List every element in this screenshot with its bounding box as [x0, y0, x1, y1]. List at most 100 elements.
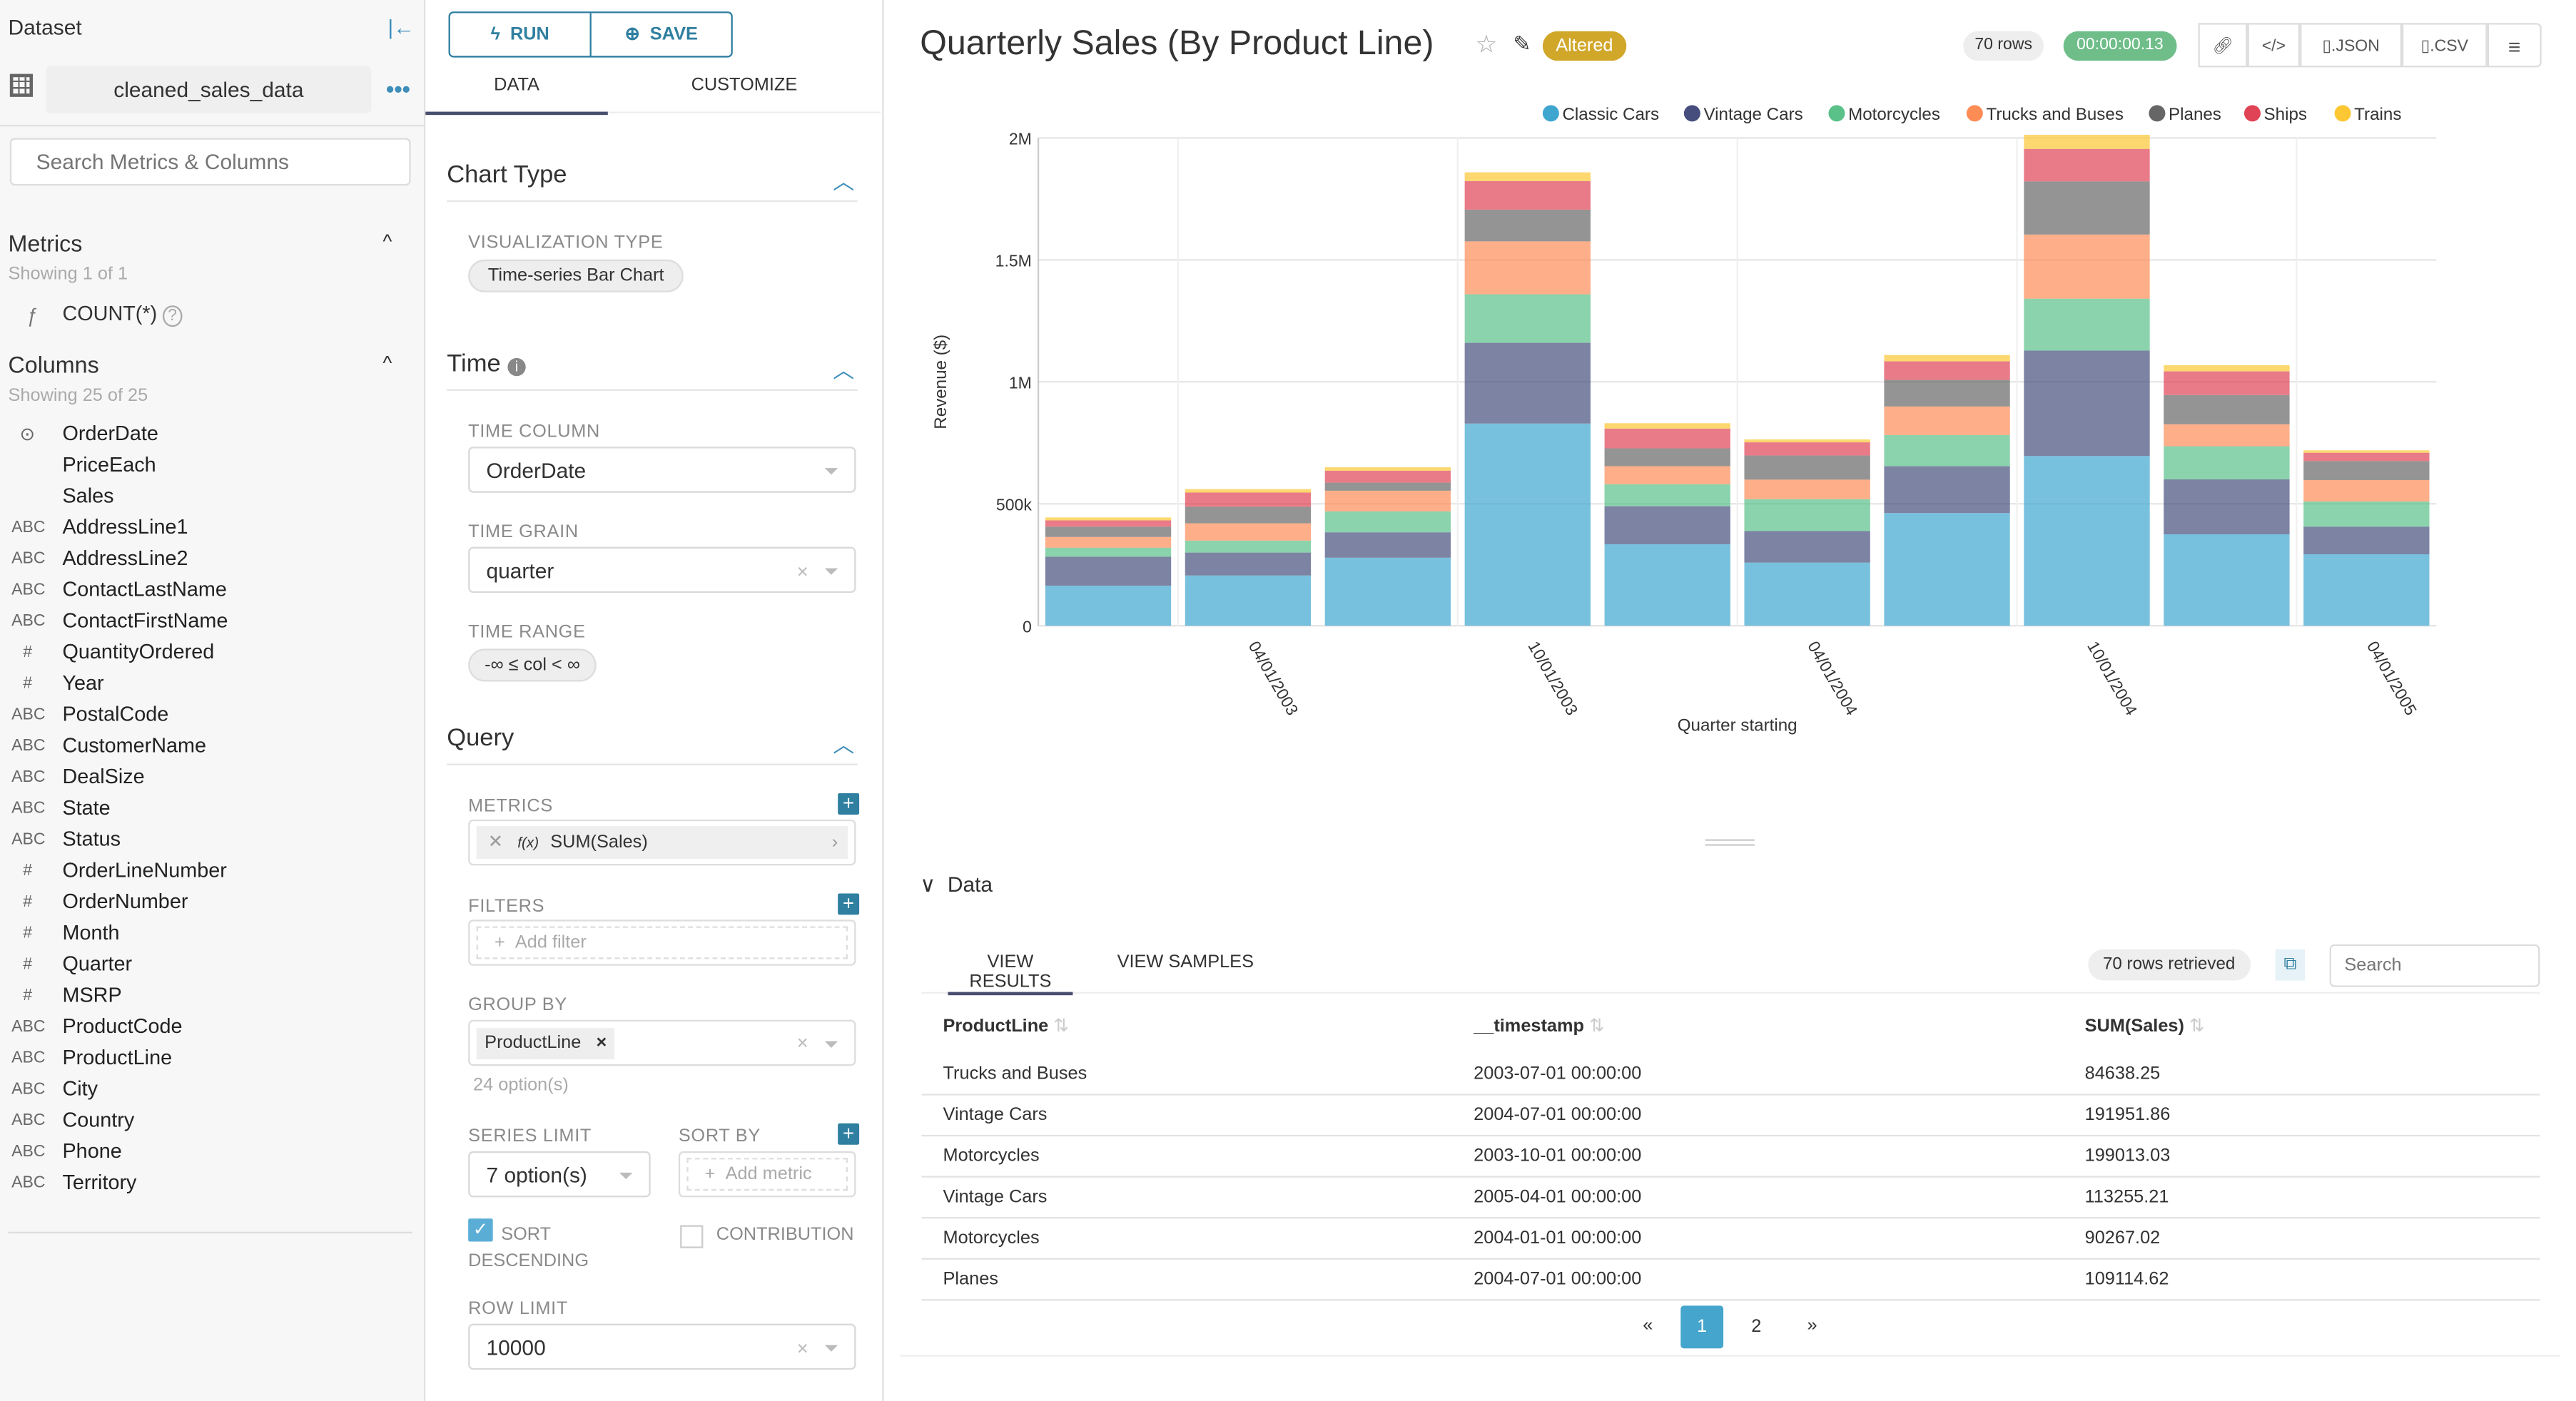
- clear-icon[interactable]: ×: [796, 560, 808, 584]
- altered-badge[interactable]: Altered: [1542, 31, 1626, 61]
- results-search-input[interactable]: [2329, 944, 2540, 987]
- column-item[interactable]: ABC AddressLine1: [0, 514, 424, 546]
- chevron-up-icon: ︿: [833, 357, 855, 383]
- save-button[interactable]: ⊕ SAVE: [624, 24, 698, 45]
- dataset-name[interactable]: cleaned_sales_data: [46, 66, 372, 113]
- add-filter-plus-button[interactable]: +: [838, 892, 860, 915]
- column-item[interactable]: ABC ProductCode: [0, 1014, 424, 1045]
- column-header-timestamp[interactable]: __timestamp ⇅: [1474, 1017, 1605, 1036]
- search-metrics-columns-input[interactable]: [9, 138, 411, 186]
- columns-collapse-icon[interactable]: ^: [382, 351, 392, 375]
- data-section-toggle[interactable]: ∨ Data: [920, 872, 993, 897]
- contribution-checkbox[interactable]: [680, 1225, 704, 1248]
- column-item[interactable]: # MSRP: [0, 982, 424, 1014]
- group-by-select[interactable]: ProductLine × ×: [468, 1019, 856, 1066]
- bar-segment-ships: [2303, 452, 2430, 462]
- column-item[interactable]: ⊙ OrderDate: [0, 420, 424, 452]
- edit-icon[interactable]: ✎: [1513, 31, 1531, 56]
- metric-count[interactable]: COUNT(*) ?: [62, 302, 182, 327]
- chart-svg: 0 500k 1M 1.5M 2M 04/01/2003 10/01/2003 04/01/2…: [931, 105, 2437, 735]
- column-item[interactable]: ABC Country: [0, 1107, 424, 1138]
- string-type-icon: ABC: [11, 1143, 46, 1161]
- column-item[interactable]: # Quarter: [0, 951, 424, 982]
- bar-segment-planes: [2303, 461, 2430, 480]
- table-row: Vintage Cars 2005-04-01 00:00:00 113255.21: [921, 1176, 2540, 1219]
- column-item[interactable]: ABC Status: [0, 826, 424, 857]
- column-item[interactable]: ABC State: [0, 795, 424, 826]
- copy-to-clipboard-button[interactable]: ⧉: [2275, 949, 2306, 981]
- columns-count: Showing 25 of 25: [8, 386, 148, 406]
- column-item[interactable]: ABC CustomerName: [0, 733, 424, 764]
- column-item[interactable]: ABC Territory: [0, 1169, 424, 1201]
- bar-segment-motorcycles: [1045, 547, 1172, 557]
- column-item[interactable]: ABC AddressLine2: [0, 545, 424, 576]
- time-column-select[interactable]: OrderDate: [468, 447, 856, 493]
- clear-icon[interactable]: ×: [796, 1031, 808, 1055]
- tab-view-samples[interactable]: VIEW SAMPLES: [1117, 952, 1254, 972]
- column-name: Status: [62, 827, 121, 851]
- metrics-collapse-icon[interactable]: ^: [382, 230, 392, 253]
- more-menu-button[interactable]: ≡: [2487, 23, 2542, 68]
- pagination-page-2[interactable]: 2: [1751, 1317, 1762, 1338]
- column-item[interactable]: PriceEach: [0, 452, 424, 483]
- column-item[interactable]: # OrderNumber: [0, 889, 424, 920]
- pagination-page-1[interactable]: 1: [1680, 1305, 1724, 1349]
- metrics-label: METRICS: [468, 796, 553, 817]
- column-item[interactable]: # QuantityOrdered: [0, 639, 424, 671]
- column-item[interactable]: # Year: [0, 670, 424, 701]
- embed-code-button[interactable]: </>: [2247, 23, 2301, 68]
- collapse-sidebar-icon[interactable]: |←: [387, 14, 415, 40]
- time-grain-select[interactable]: quarter ×: [468, 546, 856, 593]
- bar-segment-ships: [1185, 492, 1312, 507]
- column-item[interactable]: ABC PostalCode: [0, 701, 424, 733]
- add-metric-plus-button[interactable]: +: [838, 793, 860, 815]
- column-item[interactable]: ABC ContactFirstName: [0, 608, 424, 639]
- column-header-productline[interactable]: ProductLine ⇅: [943, 1017, 1069, 1036]
- remove-tag-icon[interactable]: ×: [596, 1033, 607, 1053]
- chart-type-section[interactable]: Chart Type ︿: [447, 161, 858, 203]
- metrics-title: Metrics: [8, 230, 83, 257]
- chart-title[interactable]: Quarterly Sales (By Product Line): [920, 24, 1434, 63]
- time-section[interactable]: Time i ︿: [447, 350, 858, 391]
- sort-descending-checkbox[interactable]: ✓: [468, 1218, 493, 1242]
- column-item[interactable]: ABC DealSize: [0, 764, 424, 795]
- column-header-sum-sales[interactable]: SUM(Sales) ⇅: [2084, 1017, 2205, 1036]
- add-metric-button[interactable]: + Add metric: [686, 1158, 848, 1191]
- metric-tag[interactable]: ✕ f(x) SUM(Sales) ›: [476, 826, 848, 860]
- favorite-star-icon[interactable]: ☆: [1475, 31, 1498, 59]
- pagination-next[interactable]: »: [1807, 1315, 1817, 1335]
- tab-view-results[interactable]: VIEW RESULTS: [948, 952, 1073, 996]
- numeric-type-icon: #: [23, 862, 33, 881]
- series-limit-select[interactable]: 7 option(s): [468, 1151, 651, 1198]
- table-cell: 113255.21: [2084, 1187, 2169, 1208]
- row-limit-label: ROW LIMIT: [468, 1299, 569, 1319]
- export-csv-button[interactable]: ▯.CSV: [2401, 23, 2488, 68]
- share-link-button[interactable]: 🔗︎: [2198, 23, 2248, 68]
- row-limit-select[interactable]: 10000 ×: [468, 1323, 856, 1370]
- chevron-down-icon: ∨: [920, 872, 936, 897]
- column-item[interactable]: Sales: [0, 483, 424, 514]
- add-sort-plus-button[interactable]: +: [838, 1123, 860, 1145]
- column-item[interactable]: ABC Phone: [0, 1138, 424, 1169]
- column-item[interactable]: # Month: [0, 919, 424, 951]
- clear-icon[interactable]: ×: [796, 1337, 808, 1360]
- query-section[interactable]: Query ︿: [447, 724, 858, 765]
- add-filter-button[interactable]: + Add filter: [476, 926, 848, 959]
- column-item[interactable]: ABC ContactLastName: [0, 576, 424, 608]
- time-range-pill[interactable]: -∞ ≤ col < ∞: [468, 648, 597, 682]
- export-json-button[interactable]: ▯.JSON: [2300, 23, 2402, 68]
- column-item[interactable]: # OrderLineNumber: [0, 857, 424, 889]
- bar-segment-motorcycles: [1464, 294, 1591, 343]
- column-item[interactable]: ABC ProductLine: [0, 1044, 424, 1076]
- bar-segment-classic-cars: [1045, 586, 1172, 626]
- column-item[interactable]: ABC City: [0, 1076, 424, 1107]
- pagination-prev[interactable]: «: [1643, 1315, 1653, 1335]
- resize-handle[interactable]: [1705, 839, 1755, 846]
- remove-metric-icon[interactable]: ✕: [487, 832, 504, 852]
- tab-customize[interactable]: CUSTOMIZE: [607, 66, 881, 113]
- viz-type-pill[interactable]: Time-series Bar Chart: [468, 259, 684, 292]
- run-button[interactable]: ϟ RUN: [450, 13, 592, 56]
- dataset-menu-icon[interactable]: •••: [386, 75, 410, 102]
- metric-name: COUNT(*): [62, 302, 158, 325]
- tab-data[interactable]: DATA: [425, 66, 608, 116]
